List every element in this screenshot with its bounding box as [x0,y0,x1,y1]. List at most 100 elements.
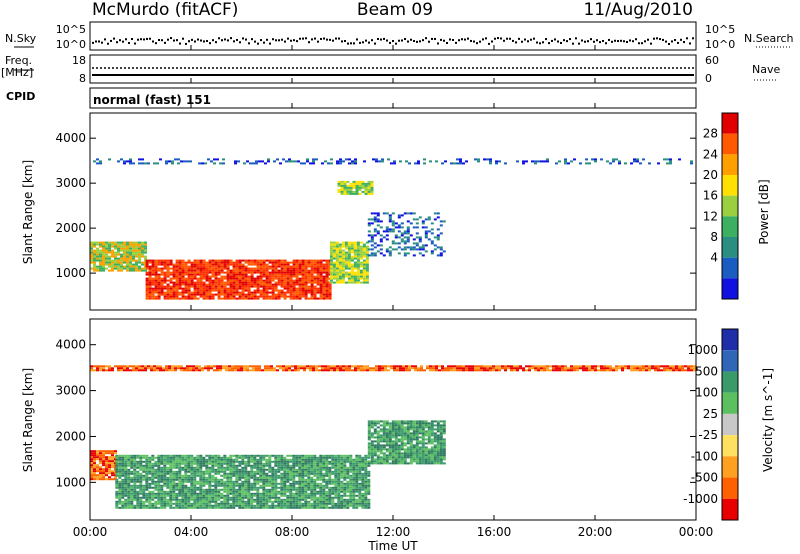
scatter-cell [362,261,366,264]
scatter-cell [301,486,305,489]
scatter-cell [208,472,212,475]
scatter-cell [217,273,221,276]
scatter-cell [346,488,350,491]
scatter-cell [160,488,164,491]
scatter-cell [367,498,371,501]
scatter-cell [289,289,293,292]
scatter-cell [280,484,284,487]
scatter-cell [418,458,422,461]
scatter-cell [397,426,401,429]
scatter-cell [160,498,164,501]
scatter-cell [157,502,161,505]
scatter-cell [271,275,275,278]
scatter-cell [370,426,374,429]
scatter-cell [322,460,326,463]
scatter-cell [90,243,93,246]
scatter-cell [169,492,173,495]
scatter-cell [424,226,428,229]
scatter-cell [256,496,260,499]
scatter-cell [301,472,305,475]
noise-left-tick-bottom: 10^0 [56,38,86,51]
scatter-cell [367,492,371,495]
nave-right-tick-bottom: 0 [705,72,712,85]
scatter-cell [295,464,299,467]
scatter-cell [229,291,233,294]
scatter-cell [394,442,398,445]
scatter-cell [120,247,123,250]
scatter-cell [169,456,173,459]
scatter-cell [268,462,272,465]
scatter-cell [190,277,194,280]
scatter-cell [154,462,158,465]
scatter-cell [172,482,176,485]
scatter-cell [160,486,164,489]
scatter-cell [298,285,302,288]
scatter-cell [391,440,395,443]
scatter-cell [132,265,135,268]
scatter-cell [394,430,398,433]
scatter-cell [376,420,380,423]
scatter-cell [328,460,332,463]
scatter-cell [151,506,155,509]
scatter-cell [241,283,245,286]
scatter-cell [289,275,293,278]
scatter-cell [310,496,314,499]
scatter-cell [241,486,245,489]
scatter-cell [241,494,245,497]
scatter-cell [117,259,120,262]
scatter-cell [376,432,380,435]
scatter-cell [253,504,257,507]
scatter-cell [120,158,123,161]
scatter-cell [96,253,99,256]
scatter-cell [424,236,428,239]
scatter-cell [102,269,105,272]
noise-point [323,37,325,40]
noise-point [479,40,481,43]
scatter-cell [376,218,380,221]
scatter-cell [334,478,338,481]
scatter-cell [364,468,368,471]
scatter-cell [367,504,371,507]
scatter-cell [265,472,269,475]
scatter-cell [268,464,272,467]
scatter-cell [412,426,416,429]
scatter-cell [223,486,227,489]
scatter-cell [316,273,320,276]
scatter-cell [352,470,356,473]
noise-point [137,38,139,41]
scatter-cell [313,502,317,505]
scatter-cell [361,476,365,479]
scatter-cell [344,265,348,268]
scatter-cell [259,496,263,499]
scatter-cell [406,232,410,235]
scatter-cell [226,281,230,284]
scatter-cell [175,500,179,503]
scatter-cell [409,450,413,453]
scatter-cell [316,504,320,507]
scatter-cell [307,454,311,457]
scatter-cell [286,470,290,473]
noise-point [281,38,283,41]
scatter-cell [93,456,96,459]
scatter-cell [93,450,96,453]
scatter-cell [241,472,245,475]
scatter-cell [124,504,128,507]
scatter-cell [343,478,347,481]
noise-point [182,37,184,40]
scatter-cell [217,502,221,505]
scatter-cell [388,424,392,427]
scatter-cell [217,283,221,286]
scatter-cell [319,297,323,300]
scatter-cell [184,506,188,509]
scatter-cell [232,500,236,503]
scatter-cell [166,468,170,471]
noise-point [626,40,628,43]
scatter-cell [229,261,233,264]
scatter-cell [208,486,212,489]
scatter-cell [338,277,342,280]
scatter-cell [313,291,317,294]
scatter-cell [331,456,335,459]
scatter-cell [379,456,383,459]
scatter-cell [343,504,347,507]
scatter-cell [199,277,203,280]
